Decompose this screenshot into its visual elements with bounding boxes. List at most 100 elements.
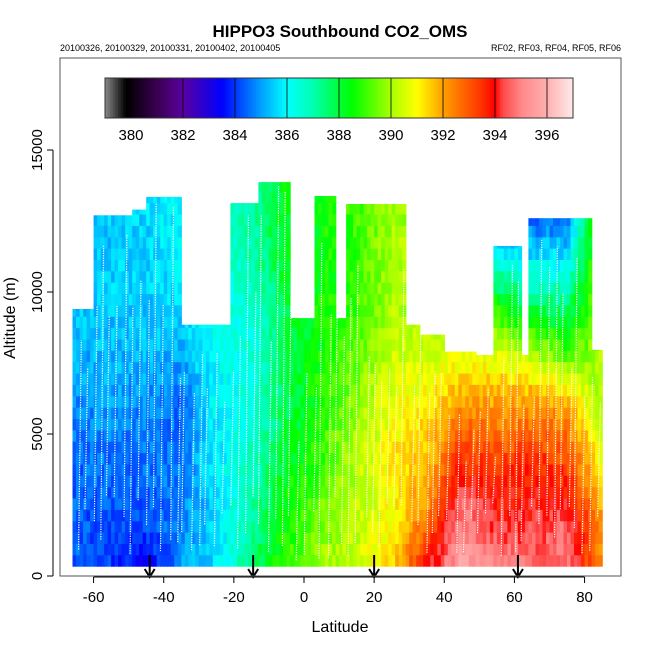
- heat-cell: [328, 259, 333, 272]
- heat-cell: [395, 532, 400, 544]
- heat-cell: [72, 316, 77, 329]
- heat-cell: [205, 429, 210, 442]
- heat-cell: [542, 361, 547, 374]
- heat-cell: [325, 225, 330, 238]
- heat-cell: [265, 384, 270, 397]
- heat-cell: [503, 316, 509, 329]
- heat-cell: [275, 338, 281, 351]
- heat-cell: [300, 361, 305, 374]
- heat-cell: [307, 384, 312, 397]
- heat-cell: [128, 418, 133, 431]
- heat-cell: [423, 350, 428, 363]
- heat-cell: [209, 338, 214, 351]
- heat-cell: [451, 418, 456, 431]
- heat-cell: [388, 532, 393, 544]
- heat-cell: [503, 246, 509, 249]
- heat-cell: [405, 554, 410, 567]
- heat-cell: [535, 350, 540, 363]
- heat-cell: [321, 509, 326, 522]
- heat-cell: [370, 304, 375, 317]
- heat-cell: [258, 213, 263, 226]
- heat-cell: [556, 463, 561, 476]
- heat-cell: [233, 350, 239, 363]
- heat-cell: [272, 395, 277, 408]
- heat-cell: [535, 452, 540, 465]
- colorbar-swatch: [437, 78, 441, 118]
- heat-cell: [205, 327, 210, 340]
- heat-cell: [195, 543, 200, 556]
- heat-cell: [577, 225, 582, 238]
- heat-cell: [353, 350, 358, 363]
- heat-cell: [402, 293, 407, 306]
- heat-cell: [177, 509, 182, 522]
- heat-cell: [286, 282, 291, 295]
- heat-cell: [588, 350, 593, 363]
- heat-cell: [156, 293, 161, 306]
- heat-cell: [360, 270, 365, 283]
- heat-cell: [226, 429, 231, 442]
- heat-cell: [360, 543, 365, 556]
- heat-cell: [598, 554, 603, 567]
- heat-cell: [367, 304, 372, 317]
- heat-cell: [318, 270, 323, 283]
- heat-cell: [328, 418, 333, 431]
- heat-cell: [430, 350, 435, 363]
- heat-cell: [542, 384, 547, 397]
- heat-cell: [402, 372, 407, 385]
- heat-cell: [181, 418, 186, 431]
- heat-cell: [360, 304, 365, 317]
- colorbar-swatch: [536, 78, 540, 118]
- heat-cell: [93, 316, 98, 329]
- heat-cell: [118, 225, 123, 238]
- heat-cell: [275, 304, 281, 317]
- heat-cell: [588, 463, 593, 476]
- heat-cell: [475, 463, 480, 476]
- heat-cell: [177, 475, 182, 488]
- heat-cell: [486, 418, 491, 431]
- heat-cell: [377, 248, 382, 260]
- heat-cell: [114, 327, 119, 340]
- heat-cell: [286, 407, 291, 419]
- heat-cell: [451, 452, 456, 465]
- heat-cell: [391, 384, 396, 397]
- heat-cell: [258, 463, 263, 476]
- heat-cell: [486, 355, 491, 363]
- heat-cell: [465, 429, 470, 442]
- heat-cell: [167, 463, 172, 476]
- heat-cell: [332, 486, 337, 499]
- heat-cell: [514, 338, 519, 351]
- heat-cell: [517, 554, 523, 567]
- heat-cell: [128, 395, 133, 408]
- heat-cell: [447, 463, 452, 476]
- heat-cell: [381, 554, 386, 567]
- heat-cell: [293, 452, 298, 465]
- heat-cell: [261, 395, 267, 408]
- heat-cell: [468, 351, 473, 363]
- heat-cell: [440, 486, 445, 499]
- heat-cell: [447, 372, 452, 385]
- heat-cell: [163, 248, 168, 260]
- heat-cell: [475, 418, 480, 431]
- heat-cell: [223, 463, 228, 476]
- heat-cell: [283, 316, 288, 329]
- heat-cell: [93, 520, 98, 533]
- x-tick-label: 80: [576, 589, 593, 606]
- heat-cell: [430, 520, 435, 533]
- heat-cell: [570, 497, 575, 510]
- heat-cell: [240, 520, 246, 533]
- heat-cell: [174, 543, 179, 556]
- heat-cell: [381, 441, 386, 454]
- heat-cell: [233, 520, 239, 533]
- heat-cell: [426, 395, 431, 408]
- heat-cell: [346, 384, 351, 397]
- heat-cell: [275, 543, 281, 556]
- heat-cell: [254, 236, 260, 249]
- flight-track-line: [365, 355, 370, 518]
- heat-cell: [219, 372, 224, 385]
- heat-cell: [216, 361, 221, 374]
- heat-cell: [202, 395, 207, 408]
- heat-cell: [402, 407, 407, 419]
- heat-cell: [325, 196, 330, 204]
- heat-cell: [486, 497, 491, 510]
- heat-cell: [223, 350, 228, 363]
